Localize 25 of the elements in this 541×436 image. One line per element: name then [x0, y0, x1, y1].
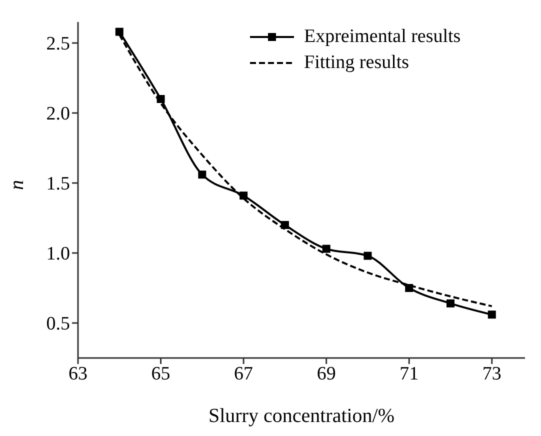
y-tick-label: 1.5	[46, 174, 70, 195]
legend-label: Expreimental results	[304, 25, 461, 49]
y-tick-label: 0.5	[46, 314, 70, 335]
point	[488, 310, 496, 319]
x-tick-label: 65	[151, 363, 170, 384]
point	[240, 192, 248, 200]
y-tick-label: 2.0	[46, 104, 70, 125]
y-tick-label: 2.5	[46, 34, 70, 55]
x-tick-label: 69	[316, 363, 336, 384]
point	[115, 28, 124, 36]
point	[322, 244, 330, 253]
x-tick-label: 71	[400, 363, 419, 384]
x-tick-label: 67	[234, 363, 254, 384]
x-tick-label: 63	[68, 363, 88, 384]
y-tick-label: 1.0	[46, 244, 70, 265]
legend-label: Fitting results	[304, 51, 410, 75]
point	[156, 95, 165, 103]
x-tick-label: 73	[482, 363, 502, 384]
x-axis-title: Slurry concentration/%	[208, 405, 395, 428]
point	[198, 170, 206, 179]
point	[364, 252, 372, 260]
point	[446, 299, 454, 308]
point	[405, 284, 414, 292]
y-axis-title: n	[6, 180, 28, 190]
point	[280, 221, 289, 229]
